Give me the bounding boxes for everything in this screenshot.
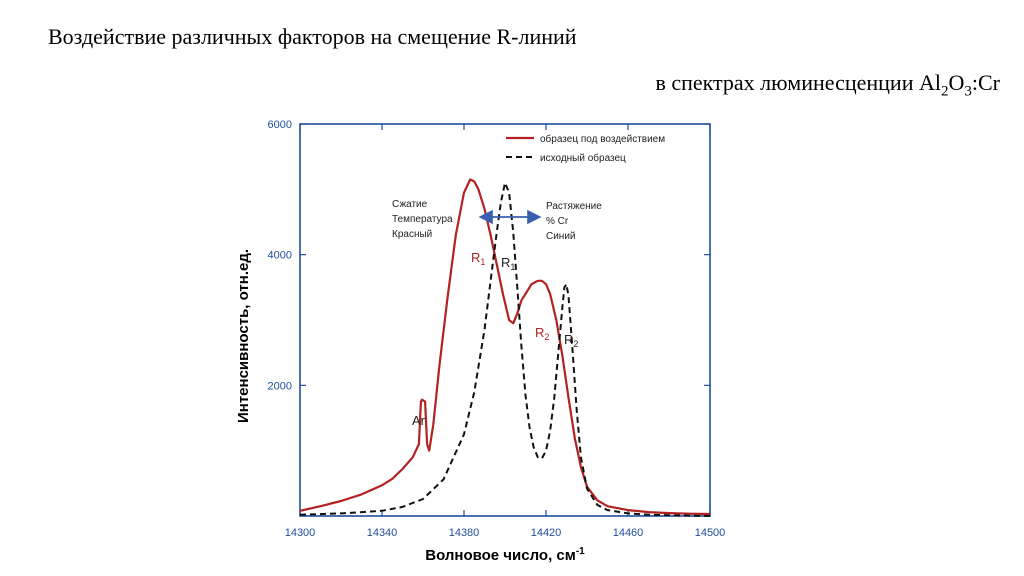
peak-label-r1-original-sub: 1: [510, 262, 515, 272]
left-ann-line-3: Красный: [392, 229, 432, 240]
peak-label-r1-treated-main: R: [471, 250, 480, 265]
x-tick-label: 14460: [613, 527, 644, 539]
series-line-original: [299, 181, 711, 517]
y-tick-label: 4000: [268, 250, 292, 262]
subtitle-mid: O: [948, 70, 965, 95]
legend-label-treated: образец под воздействием: [540, 133, 665, 145]
peak-label-r2-treated: R2: [535, 325, 549, 342]
x-axis-title: Волновое число, см-1: [425, 546, 585, 564]
subtitle-sub1: 2: [940, 83, 949, 100]
x-tick-label: 14380: [449, 527, 480, 539]
spectrum-chart: 14300 14340 14380 14420 14460 14500 2000 4000 60…: [235, 119, 726, 564]
peak-label-ar-text: Ar: [412, 413, 426, 428]
legend: образец под воздействием исходный образе…: [506, 133, 665, 164]
x-tick-label: 14340: [367, 527, 398, 539]
right-ann-line-2: % Cr: [546, 216, 569, 227]
plot-frame: [299, 123, 711, 517]
peak-label-r1-treated-sub: 1: [480, 257, 485, 267]
subtitle-suffix: :Cr: [971, 70, 1000, 95]
peak-label-r1-original: R1: [501, 255, 515, 272]
y-tick-label: 6000: [268, 119, 292, 131]
x-tick-label: 14420: [531, 527, 562, 539]
left-ann-line-2: Температура: [392, 214, 453, 225]
peak-label-r2-original-main: R: [564, 332, 573, 347]
subtitle-sub2: 3: [964, 83, 972, 100]
x-tick-label: 14500: [695, 527, 726, 539]
peak-label-r2-original-sub: 2: [573, 339, 578, 349]
legend-label-original: исходный образец: [540, 152, 626, 164]
right-ann-line-3: Синий: [546, 231, 576, 242]
subtitle-prefix: в спектрах люминесценции Al: [655, 70, 941, 95]
left-ann-line-1: Сжатие: [392, 199, 428, 210]
slide-subtitle: в спектрах люминесценции Al2O3:Cr: [655, 70, 1000, 100]
right-ann-line-1: Растяжение: [546, 201, 602, 212]
y-axis-title: Интенсивность, отн.ед.: [235, 249, 252, 423]
y-tick-label: 2000: [268, 380, 292, 392]
series-line-treated: [299, 178, 711, 516]
x-axis-title-sup: -1: [576, 546, 585, 557]
shift-annotation: Сжатие Температура Красный Растяжение % …: [392, 199, 602, 242]
slide-title: Воздействие различных факторов на смещен…: [48, 24, 577, 49]
x-tick-label: 14300: [285, 527, 316, 539]
peak-label-r2-treated-sub: 2: [544, 332, 549, 342]
peak-label-r2-treated-main: R: [535, 325, 544, 340]
peak-label-ar: Ar: [412, 413, 426, 428]
peak-label-r1-original-main: R: [501, 255, 510, 270]
peak-label-r1-treated: R1: [471, 250, 485, 267]
x-axis-title-text: Волновое число, см: [425, 547, 576, 564]
peak-label-r2-original: R2: [564, 332, 578, 349]
